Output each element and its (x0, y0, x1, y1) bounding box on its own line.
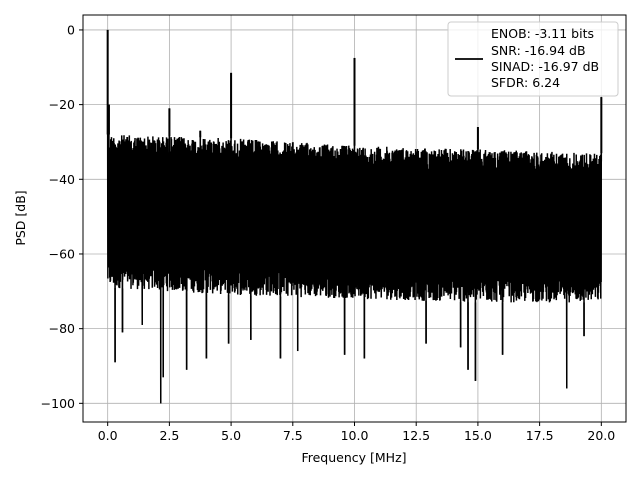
x-tick-label: 5.0 (221, 428, 241, 443)
x-tick-label: 10.0 (341, 428, 369, 443)
legend-line-sfdr: SFDR: 6.24 (491, 75, 560, 90)
x-tick-label: 0.0 (98, 428, 118, 443)
legend-line-snr: SNR: -16.94 dB (491, 43, 586, 58)
x-tick-label: 12.5 (402, 428, 430, 443)
legend-line-sinad: SINAD: -16.97 dB (491, 59, 599, 74)
legend-line-enob: ENOB: -3.11 bits (491, 26, 594, 41)
x-tick-label: 17.5 (526, 428, 554, 443)
x-tick-label: 20.0 (587, 428, 615, 443)
y-axis-label: PSD [dB] (13, 190, 28, 245)
y-tick-label: −80 (49, 321, 75, 336)
y-tick-label: −20 (49, 97, 75, 112)
psd-trace (106, 29, 603, 404)
x-tick-label: 2.5 (159, 428, 179, 443)
x-tick-label: 7.5 (283, 428, 303, 443)
x-tick-label: 15.0 (464, 428, 492, 443)
legend: ENOB: -3.11 bits SNR: -16.94 dB SINAD: -… (447, 21, 619, 97)
x-axis-label: Frequency [MHz] (301, 450, 406, 465)
axis-ticks: 0.0 2.5 5.0 7.5 10.0 12.5 15.0 17.5 20.0 0 −20 −40 −… (41, 22, 616, 443)
y-tick-label: −60 (49, 246, 75, 261)
legend-box (447, 21, 619, 97)
y-tick-label: −100 (41, 396, 75, 411)
y-tick-label: 0 (67, 22, 75, 37)
psd-series (106, 29, 603, 404)
y-tick-label: −40 (49, 172, 75, 187)
